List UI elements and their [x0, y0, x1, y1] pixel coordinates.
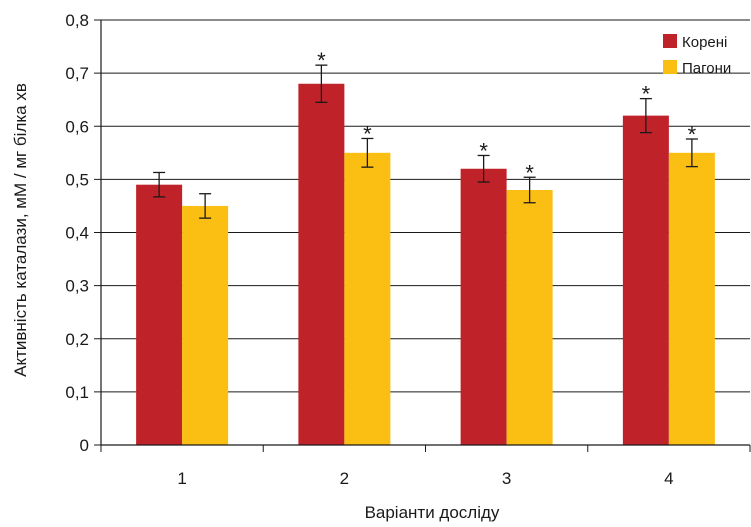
bar-shoots-2	[344, 152, 391, 445]
y-tick-label: 0,6	[65, 117, 89, 136]
bar-shoots-4	[668, 152, 715, 445]
y-tick-label: 0,5	[65, 170, 89, 189]
y-tick-label: 0,1	[65, 383, 89, 402]
tick-labels: 0 0,1 0,2 0,3 0,4 0,5 0,6 0,7 0,8 * * * * * * 1 2 3 4	[65, 11, 696, 488]
significance-mark: *	[688, 122, 697, 147]
legend: Корені Пагони	[663, 34, 731, 77]
y-tick-label: 0,3	[65, 277, 89, 296]
significance-mark: *	[363, 121, 372, 146]
y-tick-label: 0	[80, 436, 89, 455]
x-tick-label: 3	[502, 469, 511, 488]
x-tick-label: 4	[664, 469, 673, 488]
significance-mark: *	[642, 82, 651, 107]
legend-swatch-roots	[663, 34, 677, 48]
bar-roots-1	[136, 184, 183, 445]
y-tick-label: 0,8	[65, 11, 89, 30]
axes	[94, 19, 751, 452]
bar-roots-4	[622, 115, 669, 445]
y-tick-label: 0,7	[65, 64, 89, 83]
legend-label-roots: Корені	[682, 34, 727, 51]
y-axis-title: Активність каталази, мМ / мг білка хв	[11, 83, 30, 377]
bar-roots-3	[460, 168, 507, 445]
significance-mark: *	[525, 160, 534, 185]
bars	[136, 64, 715, 445]
x-tick-label: 1	[177, 469, 186, 488]
significance-mark: *	[317, 48, 326, 73]
bar-shoots-1	[182, 205, 229, 445]
significance-mark: *	[479, 138, 488, 163]
x-axis-title: Варіанти досліду	[365, 503, 500, 522]
legend-swatch-shoots	[663, 60, 677, 74]
bar-roots-2	[298, 83, 345, 445]
x-tick-label: 2	[340, 469, 349, 488]
y-tick-label: 0,2	[65, 330, 89, 349]
bar-shoots-3	[506, 190, 553, 445]
y-tick-label: 0,4	[65, 224, 89, 243]
legend-label-shoots: Пагони	[682, 60, 731, 77]
